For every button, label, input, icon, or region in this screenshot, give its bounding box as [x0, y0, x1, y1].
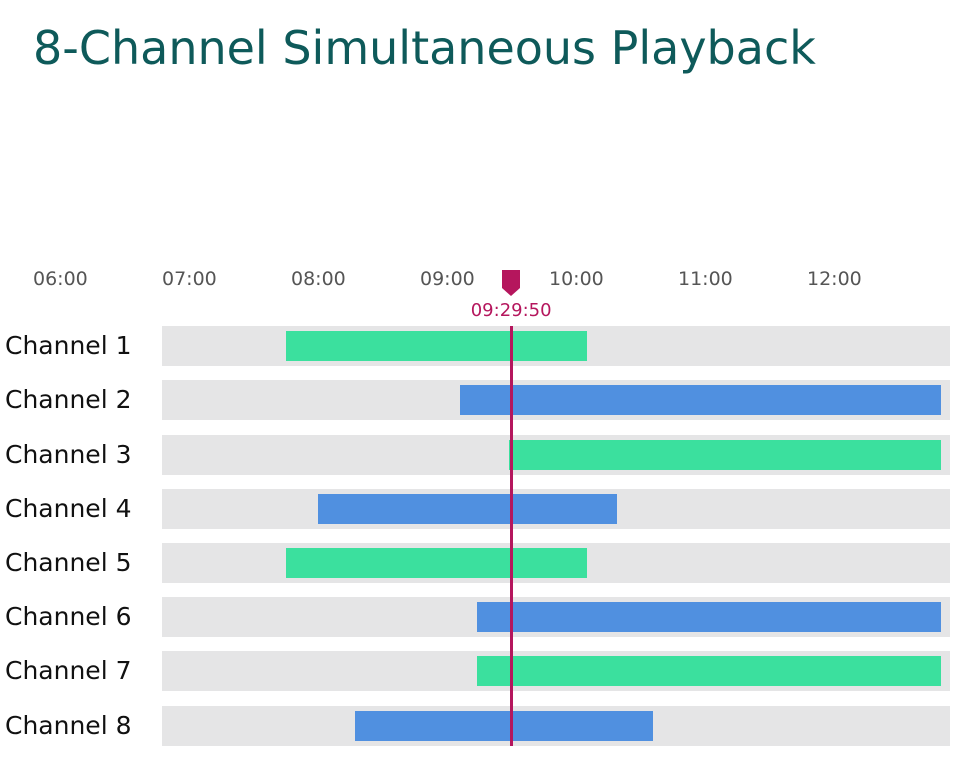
axis-tick-label: 06:00	[33, 268, 88, 290]
axis-tick-label: 08:00	[291, 268, 346, 290]
channel-label: Channel 6	[5, 602, 132, 631]
playhead-line[interactable]	[510, 326, 514, 746]
channel-label: Channel 1	[5, 331, 132, 360]
channel-track[interactable]	[162, 489, 950, 529]
recording-segment[interactable]	[318, 494, 617, 524]
recording-segment[interactable]	[477, 602, 942, 632]
channel-track[interactable]	[162, 543, 950, 583]
recording-segment[interactable]	[477, 656, 942, 686]
channel-track[interactable]	[162, 326, 950, 366]
channel-track[interactable]	[162, 706, 950, 746]
axis-tick-label: 11:00	[678, 268, 733, 290]
recording-segment[interactable]	[459, 385, 942, 415]
axis-tick-label: 09:00	[420, 268, 475, 290]
channel-track[interactable]	[162, 435, 950, 475]
flag-marker-icon[interactable]	[502, 270, 521, 296]
page-title: 8-Channel Simultaneous Playback	[33, 21, 816, 75]
channel-label: Channel 4	[5, 494, 132, 523]
channel-track[interactable]	[162, 380, 950, 420]
channel-label: Channel 3	[5, 440, 132, 469]
recording-segment[interactable]	[354, 711, 654, 741]
channel-track[interactable]	[162, 597, 950, 637]
recording-segment[interactable]	[509, 440, 942, 470]
channel-label: Channel 8	[5, 711, 132, 740]
channel-label: Channel 7	[5, 656, 132, 685]
axis-tick-label: 07:00	[162, 268, 217, 290]
recording-segment[interactable]	[285, 548, 587, 578]
axis-tick-label: 12:00	[807, 268, 862, 290]
channel-track[interactable]	[162, 651, 950, 691]
recording-segment[interactable]	[285, 331, 587, 361]
channel-label: Channel 2	[5, 385, 132, 414]
playhead-time: 09:29:50	[470, 300, 552, 321]
channel-label: Channel 5	[5, 548, 132, 577]
axis-tick-label: 10:00	[549, 268, 604, 290]
